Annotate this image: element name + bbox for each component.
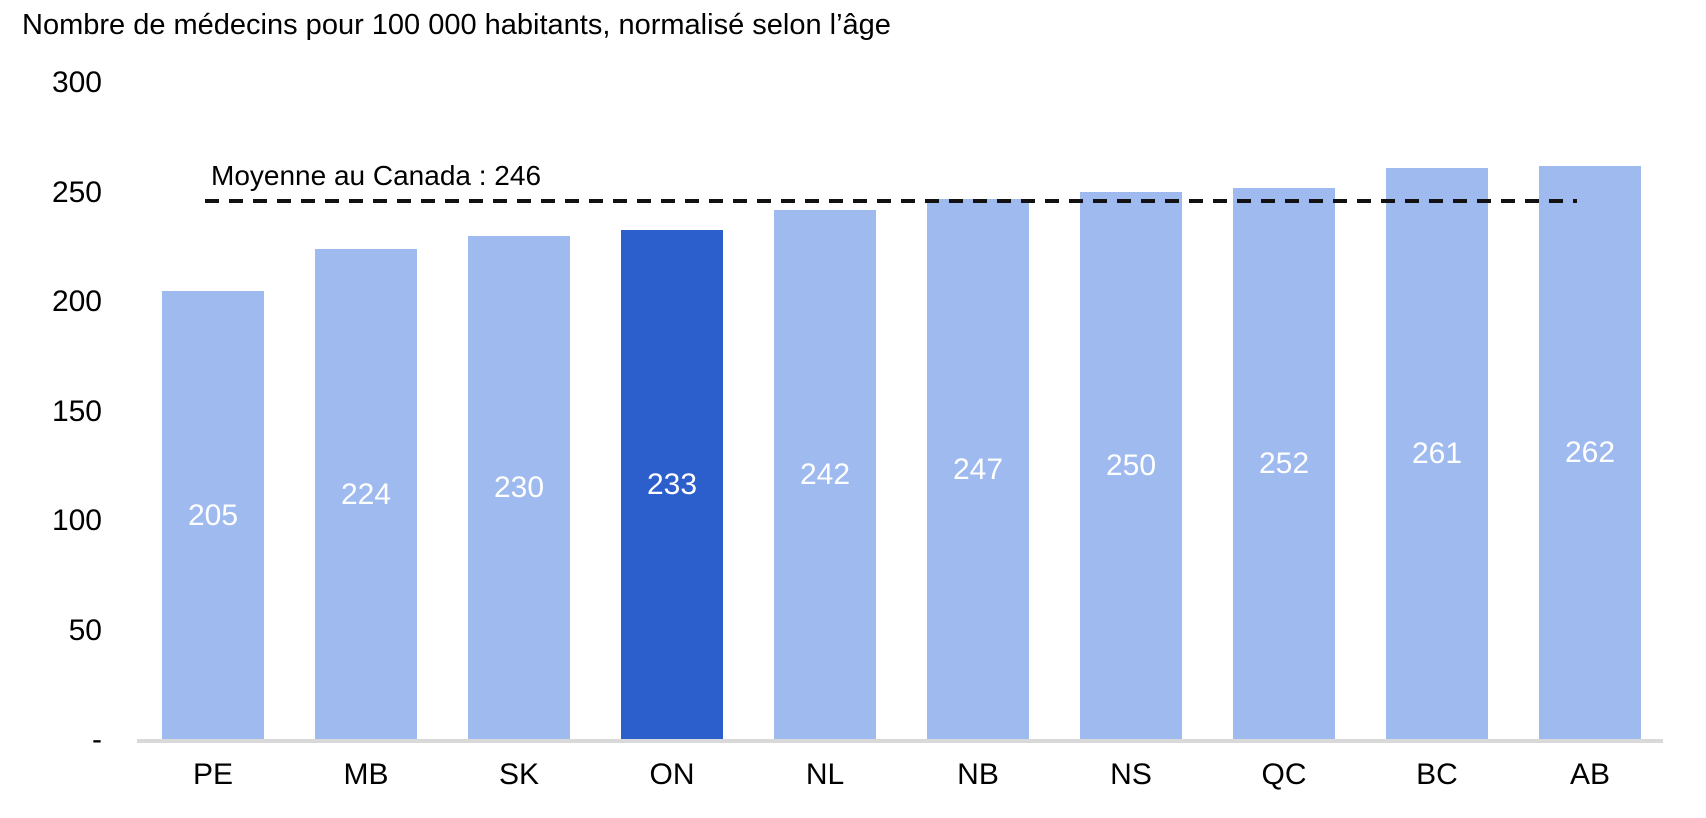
x-axis-label-AB: AB xyxy=(1569,758,1611,791)
y-axis-tick-150: 150 xyxy=(51,395,102,428)
x-axis-label-ON: ON xyxy=(649,758,695,791)
y-axis-tick-300: 300 xyxy=(51,66,102,99)
bar-BC: 261 xyxy=(1386,168,1488,740)
chart-title: Nombre de médecins pour 100 000 habitant… xyxy=(22,9,891,41)
bar-value-label-NS: 250 xyxy=(1105,449,1157,482)
bar-value-label-AB: 262 xyxy=(1564,436,1616,469)
x-axis-label-BC: BC xyxy=(1416,758,1458,791)
bar-value-label-SK: 230 xyxy=(493,471,545,504)
bar-value-label-BC: 261 xyxy=(1411,437,1463,470)
y-axis-tick-0: - xyxy=(92,723,102,756)
y-axis-tick-200: 200 xyxy=(51,285,102,318)
x-axis-label-NL: NL xyxy=(805,758,845,791)
y-axis-tick-250: 250 xyxy=(51,176,102,209)
x-axis-label-PE: PE xyxy=(192,758,234,791)
bar-MB: 224 xyxy=(315,249,417,740)
bar-value-label-NB: 247 xyxy=(952,452,1004,486)
x-axis-label-SK: SK xyxy=(498,758,540,791)
bar-ON: 233 xyxy=(621,230,723,740)
bar-value-label-NL: 242 xyxy=(799,458,851,491)
y-axis-tick-100: 100 xyxy=(51,504,102,537)
bar-AB: 262 xyxy=(1539,166,1641,740)
x-axis-label-NB: NB xyxy=(957,758,999,791)
bar-value-label-MB: 224 xyxy=(340,477,392,511)
bar-value-label-QC: 252 xyxy=(1258,447,1310,480)
bar-value-label-PE: 205 xyxy=(187,498,239,532)
canada-average-label: Moyenne au Canada : 246 xyxy=(211,160,542,191)
canada-average-reference-line xyxy=(205,199,1577,203)
bar-PE: 205 xyxy=(162,291,264,740)
y-axis-tick-50: 50 xyxy=(68,614,102,647)
bar-value-label-ON: 233 xyxy=(646,468,698,501)
x-axis-label-MB: MB xyxy=(343,758,389,791)
x-axis-label-NS: NS xyxy=(1110,758,1152,791)
x-axis-line xyxy=(137,739,1663,743)
bar-NL: 242 xyxy=(774,210,876,740)
bar-QC: 252 xyxy=(1233,188,1335,740)
bar-SK: 230 xyxy=(468,236,570,740)
x-axis-label-QC: QC xyxy=(1261,758,1307,791)
bar-NB: 247 xyxy=(927,199,1029,740)
bar-NS: 250 xyxy=(1080,192,1182,740)
